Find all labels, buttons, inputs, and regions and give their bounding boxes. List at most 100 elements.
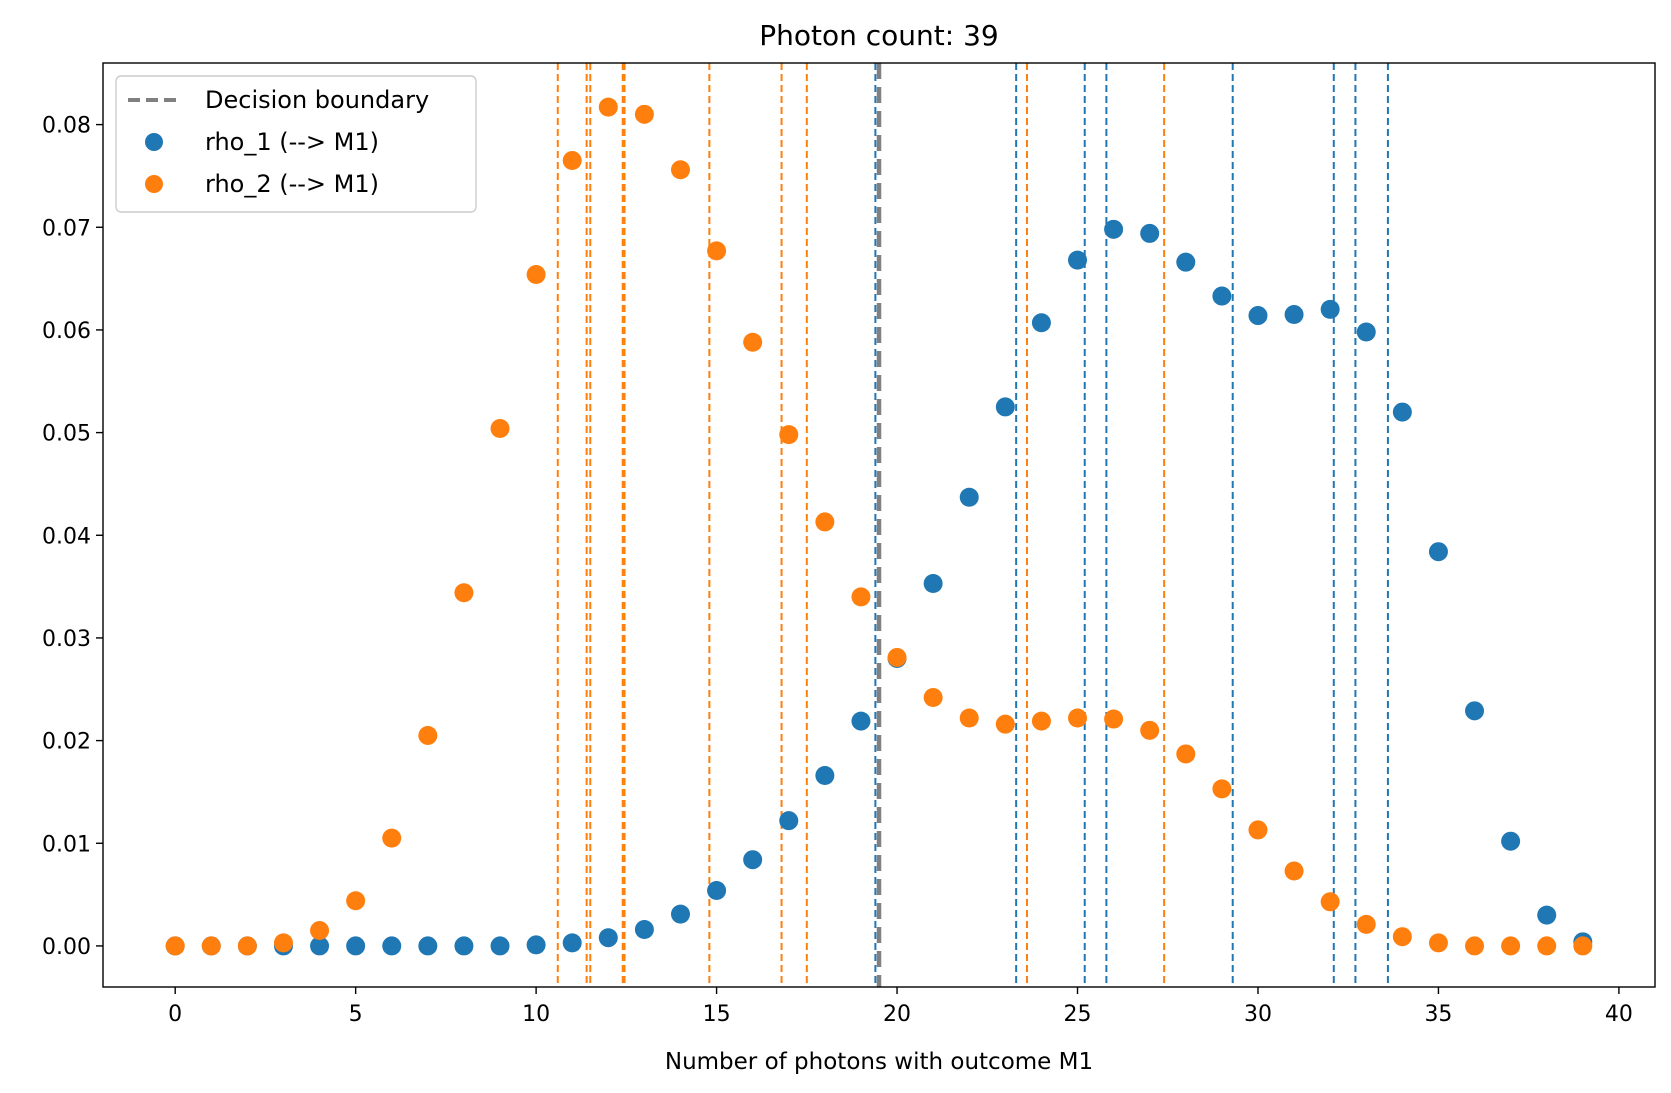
y-tick-label: 0.06 [42,319,91,344]
data-point-rho2 [1428,933,1448,953]
y-tick-label: 0.01 [42,832,91,857]
data-point-rho1 [1501,831,1521,851]
data-point-rho2 [743,332,763,352]
data-point-rho2 [1573,936,1593,956]
x-tick-label: 0 [168,1002,182,1027]
data-point-rho1 [310,936,330,956]
data-point-rho2 [273,933,293,953]
data-point-rho2 [1248,820,1268,840]
plot-frame [102,62,1656,988]
data-point-rho1 [923,574,943,594]
data-point-rho1 [382,936,402,956]
data-point-rho1 [418,936,438,956]
data-point-rho2 [1212,779,1232,799]
data-points-layer [165,97,1593,956]
data-point-rho2 [1537,936,1557,956]
data-point-rho1 [670,904,690,924]
data-point-rho2 [165,936,185,956]
data-point-rho2 [1031,711,1051,731]
data-point-rho2 [1392,927,1412,947]
data-point-rho1 [815,766,835,786]
data-point-rho2 [923,687,943,707]
data-point-rho2 [382,828,402,848]
x-tick-label: 30 [1244,1002,1272,1027]
data-point-rho2 [1068,708,1088,728]
data-point-rho2 [454,583,474,603]
data-point-rho2 [526,264,546,284]
data-point-rho2 [310,921,330,941]
chart-title: Photon count: 39 [759,19,998,52]
data-point-rho2 [707,241,727,261]
data-point-rho1 [1320,299,1340,319]
data-point-rho2 [634,104,654,124]
data-point-rho1 [707,880,727,900]
data-point-rho2 [851,587,871,607]
data-point-rho2 [201,936,221,956]
data-point-rho1 [526,935,546,955]
data-point-rho2 [598,97,618,117]
legend-rho2-swatch [145,175,163,193]
x-tick-label: 25 [1064,1002,1092,1027]
data-point-rho2 [815,512,835,532]
data-point-rho1 [598,928,618,948]
data-point-rho2 [1176,744,1196,764]
data-point-rho1 [1248,306,1268,326]
y-tick-label: 0.05 [42,422,91,447]
data-point-rho2 [670,160,690,180]
legend-box [115,75,477,213]
data-point-rho1 [959,487,979,507]
y-tick-label: 0.04 [42,524,91,549]
data-point-rho2 [1501,936,1521,956]
x-tick-label: 35 [1424,1002,1452,1027]
x-tick-label: 15 [703,1002,731,1027]
y-tick-label: 0.07 [42,216,91,241]
data-point-rho2 [779,425,799,445]
x-tick-label: 5 [349,1002,363,1027]
data-point-rho1 [1356,322,1376,342]
data-point-rho2 [995,714,1015,734]
x-tick-label: 10 [522,1002,550,1027]
data-point-rho2 [1356,914,1376,934]
data-point-rho2 [1140,720,1160,740]
data-point-rho1 [779,811,799,831]
y-tick-label: 0.02 [42,730,91,755]
y-tick-label: 0.08 [42,114,91,139]
legend-rho2-label: rho_2 (--> M1) [205,170,379,198]
data-point-rho1 [995,397,1015,417]
data-point-rho1 [1176,252,1196,272]
data-point-rho1 [1212,286,1232,306]
data-point-rho1 [562,933,582,953]
axes-layer [102,62,1656,988]
data-point-rho2 [237,936,257,956]
x-ticks: 0 5 10 15 20 25 30 35 40 [168,987,1633,1027]
data-point-rho1 [851,711,871,731]
y-tick-label: 0.03 [42,627,91,652]
data-point-rho2 [346,891,366,911]
data-point-rho1 [346,936,366,956]
legend-boundary-label: Decision boundary [205,86,429,114]
data-point-rho2 [1320,892,1340,912]
x-tick-label: 20 [883,1002,911,1027]
legend-rho1-swatch [145,133,163,151]
data-point-rho1 [1104,219,1124,239]
data-point-rho1 [1140,223,1160,243]
data-point-rho1 [1284,305,1304,325]
data-point-rho2 [1104,709,1124,729]
data-point-rho1 [1068,250,1088,270]
data-point-rho2 [562,151,582,171]
data-point-rho2 [1465,936,1485,956]
data-point-rho2 [1284,861,1304,881]
x-axis-label: Number of photons with outcome M1 [665,1049,1093,1075]
data-point-rho1 [634,920,654,940]
y-tick-label: 0.00 [42,935,91,960]
data-point-rho1 [454,936,474,956]
data-point-rho2 [959,708,979,728]
data-point-rho1 [743,850,763,870]
legend-rho1-label: rho_1 (--> M1) [205,128,379,156]
legend: Decision boundary rho_1 (--> M1) rho_2 (… [115,75,477,213]
data-point-rho1 [490,936,510,956]
vertical-lines-layer [556,63,1389,987]
y-ticks: 0.00 0.01 0.02 0.03 0.04 0.05 0.06 0.07 0.08 [42,114,103,960]
